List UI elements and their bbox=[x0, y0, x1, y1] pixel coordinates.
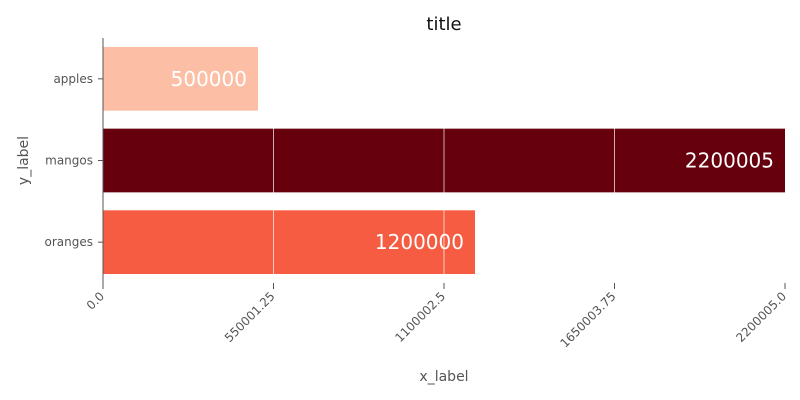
x-tick-label: 1100002.5 bbox=[392, 289, 448, 345]
x-tick-label: 1650003.75 bbox=[557, 289, 618, 350]
x-ticks: 0.0 550001.25 1100002.5 1650003.75 2200005.0 bbox=[84, 283, 789, 350]
x-tick-label: 2200005.0 bbox=[733, 289, 789, 345]
bar-value-label-apples: 500000 bbox=[171, 67, 247, 91]
grid-lines bbox=[273, 38, 615, 283]
bar-value-label-oranges: 1200000 bbox=[375, 230, 464, 254]
bar-value-label-mangos: 2200005 bbox=[685, 149, 774, 173]
y-axis-label: y_label bbox=[16, 136, 32, 185]
y-tick-label-apples: apples bbox=[53, 72, 93, 86]
y-tick-label-oranges: oranges bbox=[45, 235, 94, 249]
bar-value-labels: 500000 2200005 1200000 bbox=[171, 67, 774, 254]
x-tick-label: 550001.25 bbox=[222, 289, 278, 345]
y-tick-label-mangos: mangos bbox=[45, 154, 93, 168]
x-tick-label: 0.0 bbox=[84, 289, 107, 312]
chart-title: title bbox=[426, 14, 461, 35]
x-axis-label: x_label bbox=[419, 369, 468, 385]
bar-apples bbox=[103, 46, 258, 111]
y-ticks: apples mangos oranges bbox=[45, 72, 103, 249]
bar-oranges bbox=[103, 210, 475, 275]
